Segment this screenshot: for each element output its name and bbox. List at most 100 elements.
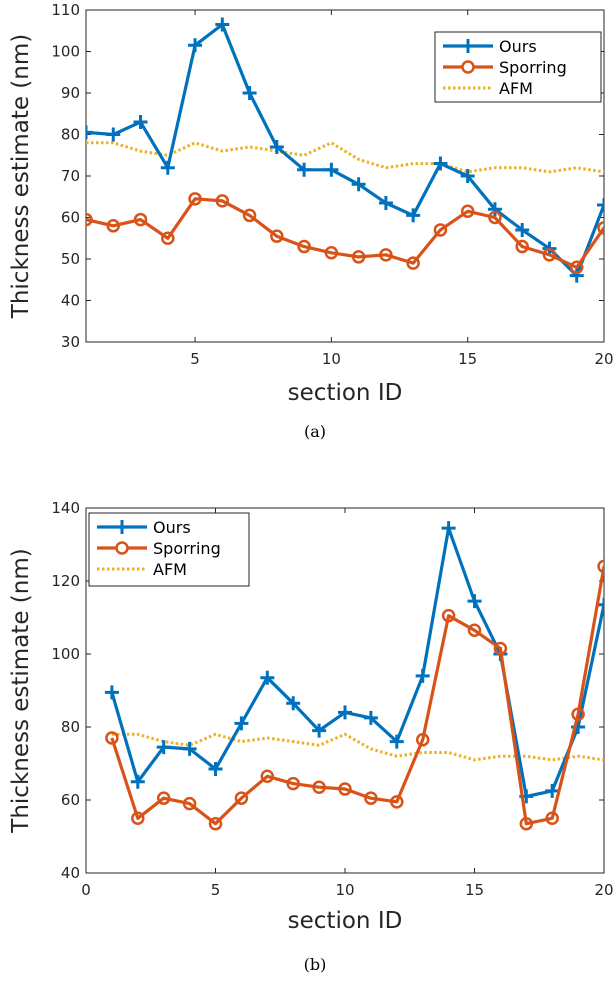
y-tick-label: 100 [51,645,80,663]
x-tick-label: 10 [335,881,354,899]
x-tick-label: 20 [594,350,613,368]
data-point-plus [156,740,171,755]
data-point-plus [545,783,560,798]
data-point-circle [597,221,604,235]
y-tick-label: 90 [61,84,80,102]
data-point-circle [415,733,430,747]
legend-label-sporring: Sporring [153,539,221,558]
figure-caption: (b) [304,955,327,974]
data-point-circle [542,248,557,262]
y-tick-label: 110 [51,1,80,19]
data-point-circle [515,239,529,254]
series-sporring [86,192,604,275]
data-point-circle [133,212,148,227]
y-tick-label: 40 [61,292,80,310]
data-point-circle [324,246,339,260]
data-point-plus [130,774,145,789]
data-point-circle [106,219,121,233]
data-point-circle [297,239,311,254]
data-point-plus [188,38,203,53]
data-point-circle [270,229,284,243]
data-point-plus [234,716,249,731]
series-line-ours [86,22,604,278]
data-point-plus [363,710,378,725]
y-tick-label: 30 [61,333,80,351]
data-point-plus [487,202,502,217]
y-tick-label: 140 [51,499,80,517]
legend-label-afm: AFM [153,560,187,579]
data-point-circle [188,192,202,206]
data-point-plus [597,597,604,612]
data-point-plus [260,670,275,685]
data-point-plus [215,17,230,32]
data-point-circle [597,559,604,574]
legend-label-ours: Ours [499,37,537,56]
series-line-afm [111,732,604,762]
data-point-plus [86,125,93,140]
data-point-circle [441,608,456,623]
data-point-circle [215,194,230,208]
data-point-circle [105,731,119,745]
data-point-plus [460,169,475,183]
data-point-circle [131,811,145,825]
y-tick-label: 80 [61,718,80,736]
data-point-circle [406,256,420,270]
legend: Ours Sporring AFM [88,512,250,587]
data-point-plus [515,222,530,237]
data-point-circle [379,248,393,262]
y-tick-label: 60 [61,791,80,809]
data-point-plus [569,268,584,283]
series-sporring [105,559,604,831]
x-tick-label: 20 [594,881,613,899]
data-point-plus [208,761,223,776]
y-tick-label: 100 [51,43,80,61]
data-point-circle [364,791,378,805]
data-point-circle [460,204,475,219]
data-point-circle [493,641,508,656]
data-point-circle [234,791,249,805]
x-tick-label: 10 [322,350,341,368]
series-ours [104,521,604,804]
data-point-plus [297,162,312,177]
x-tick-label: 5 [190,350,200,368]
data-point-circle [286,776,300,791]
data-point-circle [488,210,502,225]
legend-label-afm: AFM [499,79,533,98]
data-point-circle [433,223,448,237]
x-tick-label: 15 [465,881,484,899]
y-axis-label: Thickness estimate (nm) [8,34,34,319]
legend-marker-plus [461,39,475,53]
data-point-plus [378,195,393,210]
data-point-circle [242,208,257,223]
data-point-plus [415,668,430,683]
data-point-circle [86,212,93,227]
y-axis-label: Thickness estimate (nm) [8,548,34,833]
data-point-plus [324,162,339,177]
data-point-circle [571,707,585,721]
y-tick-label: 40 [61,864,80,882]
data-point-plus [242,86,257,100]
data-point-circle [519,816,534,831]
data-point-plus [286,696,301,711]
data-point-plus [312,723,327,738]
legend-marker-plus [115,520,129,534]
data-point-circle [338,782,352,796]
x-tick-label: 0 [81,881,91,899]
chart-b: 0 5 10 15 20 40 60 80 100 120 140 section ID Thickne… [8,499,614,974]
legend-label-sporring: Sporring [499,58,567,77]
series-afm [86,141,604,174]
x-axis-label: section ID [288,380,403,406]
series-afm [111,732,604,762]
data-point-circle [569,260,584,275]
data-point-plus [104,685,119,700]
data-point-plus [160,160,175,175]
x-tick-label: 5 [211,881,221,899]
data-point-plus [106,127,121,142]
data-point-circle [312,780,326,794]
data-point-plus [182,741,197,756]
data-point-circle [156,791,171,805]
x-axis-label: section ID [288,908,403,934]
data-point-circle [390,795,404,809]
series-line-afm [86,141,604,174]
